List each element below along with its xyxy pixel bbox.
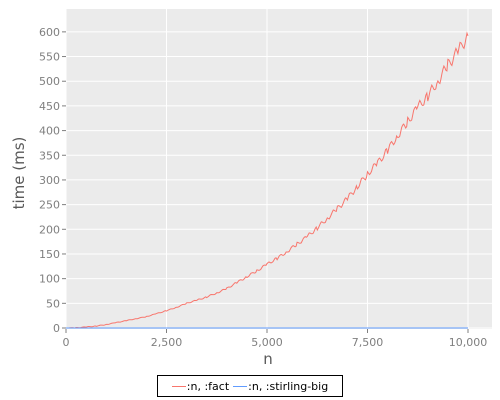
y-tick-label: 400 (39, 125, 60, 138)
y-tick-label: 250 (39, 199, 60, 212)
y-tick-label: 550 (39, 51, 60, 64)
legend-label-stirling-big: :n, :stirling-big (248, 379, 329, 393)
grid (65, 9, 492, 329)
x-tick-label: 5,000 (251, 336, 283, 349)
x-tick-label: 7,500 (352, 336, 384, 349)
series-layer (66, 31, 469, 329)
y-tick-label: 100 (39, 273, 60, 286)
y-tick-label: 50 (46, 297, 60, 310)
y-axis: 0 50 100 150 200 250 300 350 400 450 500 550 600 (39, 26, 66, 335)
y-tick-label: 300 (39, 174, 60, 187)
y-axis-label: time (ms) (10, 137, 28, 210)
legend-swatch-stirling-big (233, 385, 248, 387)
y-tick-label: 0 (53, 322, 60, 335)
legend: :n, :fact :n, :stirling-big (157, 375, 343, 397)
legend-label-fact: :n, :fact (186, 379, 230, 393)
y-tick-label: 200 (39, 223, 60, 236)
legend-item-stirling-big: :n, :stirling-big (233, 380, 328, 393)
x-axis: 0 2,500 5,000 7,500 10,000 (63, 329, 488, 349)
series-line-fact (66, 31, 469, 329)
y-tick-label: 500 (39, 75, 60, 88)
y-tick-label: 600 (39, 26, 60, 39)
x-tick-label: 10,000 (449, 336, 488, 349)
legend-item-fact: :n, :fact (171, 379, 230, 393)
x-tick-label: 2,500 (151, 336, 183, 349)
legend-swatch-fact (171, 385, 186, 387)
y-tick-label: 350 (39, 149, 60, 162)
y-tick-label: 450 (39, 100, 60, 113)
x-axis-label: n (263, 350, 273, 368)
x-tick-label: 0 (63, 336, 70, 349)
plot-background (66, 9, 492, 329)
y-tick-label: 150 (39, 248, 60, 261)
